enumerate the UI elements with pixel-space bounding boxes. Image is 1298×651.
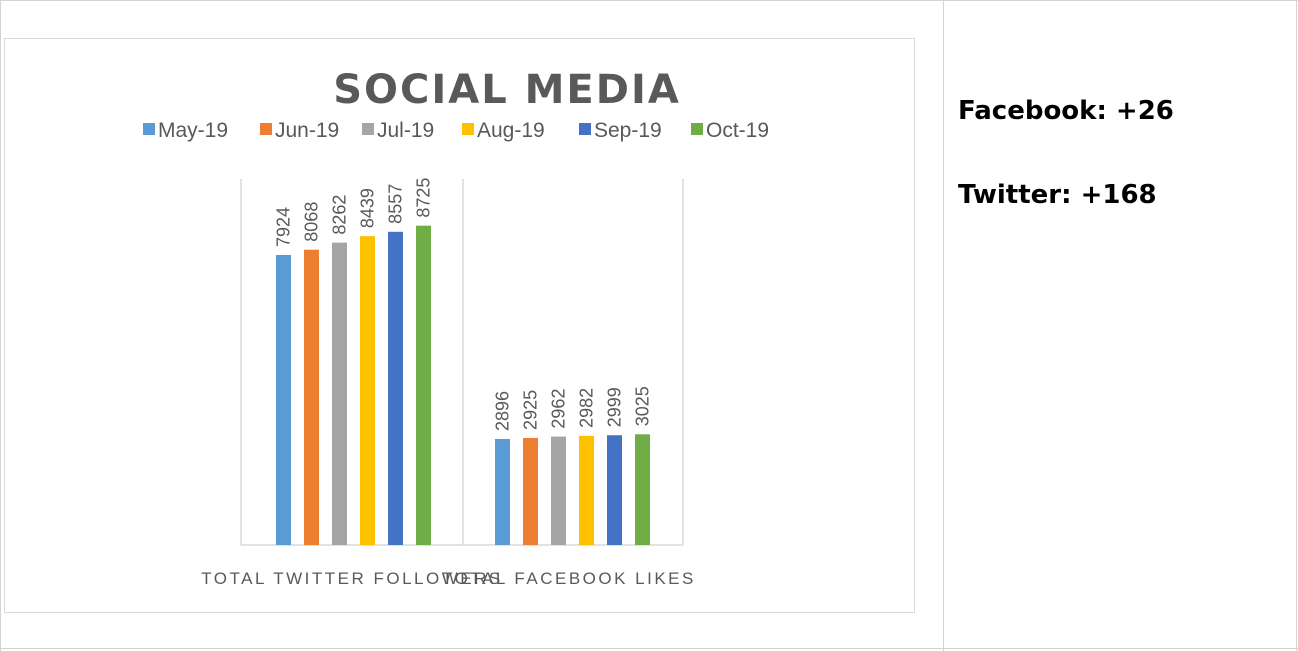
legend-label-sep-19: Sep-19 [594,119,662,142]
data-label-total-twitter-followers-oct-19: 8725 [414,178,434,218]
category-label-total-twitter-followers: TOTAL TWITTER FOLLOWERS [201,569,503,588]
data-label-total-facebook-likes-aug-19: 2982 [577,388,597,428]
chart-title: SOCIAL MEDIA [333,67,681,113]
data-label-total-facebook-likes-sep-19: 2999 [605,387,625,427]
chart-legend: May-19 Jun-19 Jul-19 Aug-19 Sep-19 Oct-19 [143,119,769,142]
bar-total-twitter-followers-oct-19[interactable] [416,225,431,546]
legend-label-jun-19: Jun-19 [275,119,339,142]
chart-data-labels: 7924 8068 8262 8439 8557 8725 2896 2925 2962 2982… [274,178,653,431]
gridline-top [0,0,1298,1]
bar-total-facebook-likes-aug-19[interactable] [579,435,594,545]
legend-swatch-jul-19 [362,123,374,135]
legend-label-aug-19: Aug-19 [477,119,545,142]
legend-swatch-jun-19 [260,123,272,135]
twitter-change-stat: Twitter: +168 [958,180,1157,210]
legend-label-jul-19: Jul-19 [377,119,434,142]
data-label-total-twitter-followers-jul-19: 8262 [330,195,350,235]
legend-label-may-19: May-19 [158,119,228,142]
social-media-chart[interactable]: SOCIAL MEDIA May-19 Jun-19 Jul-19 Aug-19 Sep… [4,38,915,613]
chart-canvas: SOCIAL MEDIA May-19 Jun-19 Jul-19 Aug-19 Sep… [143,67,769,588]
facebook-change-stat: Facebook: +26 [958,96,1174,126]
bar-total-facebook-likes-jun-19[interactable] [523,437,538,545]
chart-bars [276,225,650,546]
bar-total-facebook-likes-may-19[interactable] [495,439,510,545]
bar-total-twitter-followers-sep-19[interactable] [388,231,403,546]
gridline-right [1296,0,1297,651]
bar-total-twitter-followers-aug-19[interactable] [360,236,375,545]
bar-total-facebook-likes-jul-19[interactable] [551,436,566,545]
bar-total-twitter-followers-may-19[interactable] [276,254,291,545]
data-label-total-twitter-followers-jun-19: 8068 [302,202,322,242]
legend-swatch-aug-19 [462,123,474,135]
data-label-total-twitter-followers-aug-19: 8439 [358,188,378,228]
data-label-total-twitter-followers-sep-19: 8557 [386,184,406,224]
gridline-divider [943,0,944,651]
legend-swatch-may-19 [143,123,155,135]
data-label-total-twitter-followers-may-19: 7924 [274,207,294,247]
legend-label-oct-19: Oct-19 [706,119,769,142]
bar-total-facebook-likes-sep-19[interactable] [607,435,622,545]
legend-swatch-oct-19 [691,123,703,135]
gridline-left [0,0,1,651]
bar-total-twitter-followers-jun-19[interactable] [304,249,319,546]
data-label-total-facebook-likes-jul-19: 2962 [549,389,569,429]
data-label-total-facebook-likes-may-19: 2896 [493,391,513,431]
data-label-total-facebook-likes-jun-19: 2925 [521,390,541,430]
bar-total-facebook-likes-oct-19[interactable] [635,434,650,545]
legend-swatch-sep-19 [579,123,591,135]
bar-total-twitter-followers-jul-19[interactable] [332,242,347,546]
summary-panel: Facebook: +26 Twitter: +168 [958,90,1174,216]
data-label-total-facebook-likes-oct-19: 3025 [633,386,653,426]
category-label-total-facebook-likes: TOTAL FACEBOOK LIKES [442,569,696,588]
gridline-bottom [0,648,1298,649]
